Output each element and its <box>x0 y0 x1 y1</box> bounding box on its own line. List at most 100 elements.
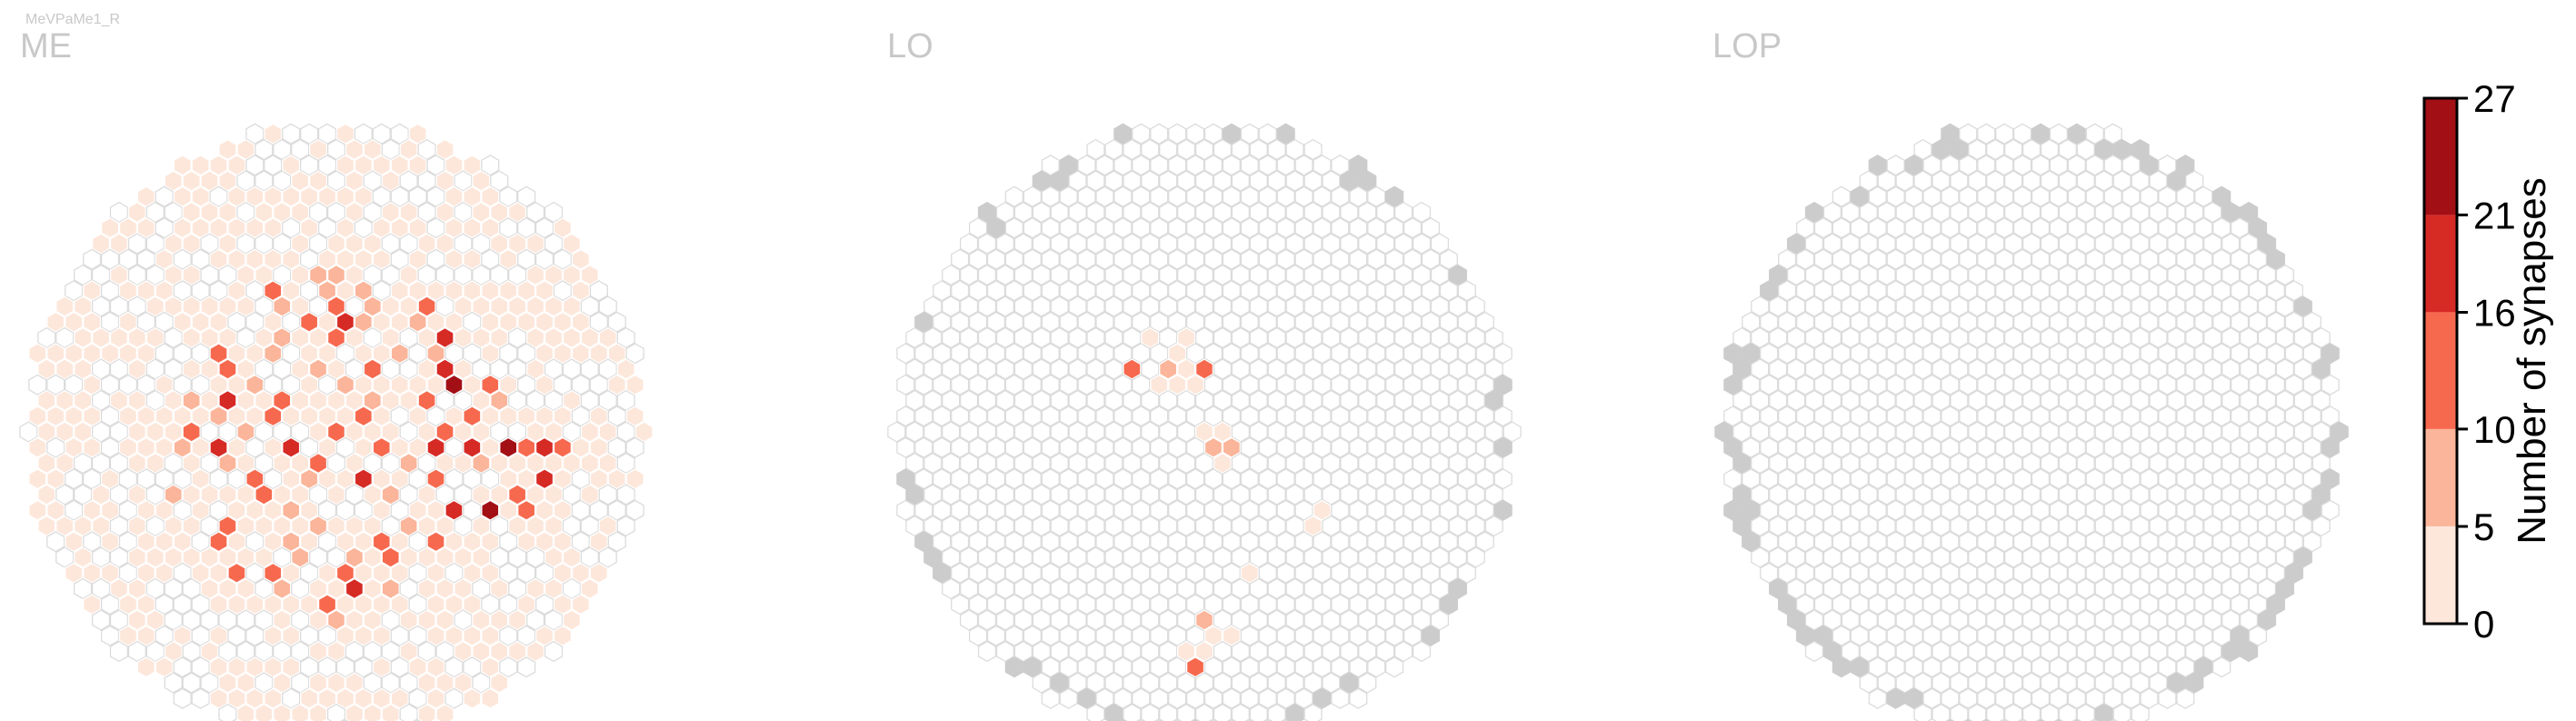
hex-cell <box>1032 640 1051 663</box>
hex-cell <box>2158 406 2177 427</box>
hex-cell <box>300 656 319 678</box>
hex-cell <box>1104 640 1123 663</box>
hex-cell <box>1104 672 1123 694</box>
hex-cell <box>227 594 246 616</box>
hex-cell <box>1185 594 1205 616</box>
hex-cell <box>526 515 545 537</box>
hex-cell <box>2012 468 2032 490</box>
hex-cell <box>1313 531 1332 553</box>
hex-cell <box>499 280 518 302</box>
hex-cell <box>344 703 364 721</box>
hex-cell <box>1041 217 1060 239</box>
hex-cell <box>1932 358 1951 380</box>
hex-cell <box>625 468 644 490</box>
hex-cell <box>1421 468 1441 490</box>
hex-cell <box>1276 499 1295 521</box>
hex-cell <box>390 436 409 458</box>
hex-cell <box>2185 170 2204 192</box>
hex-cell <box>1986 703 2005 721</box>
hex-cell <box>1412 484 1432 506</box>
hex-cell <box>553 248 573 270</box>
hex-cell <box>1104 138 1123 161</box>
hex-cell <box>2167 515 2186 537</box>
hex-cell <box>182 201 201 224</box>
hex-cell <box>273 546 292 568</box>
hex-cell <box>1466 484 1485 506</box>
hex-cell <box>282 436 301 458</box>
hex-cell <box>136 468 155 490</box>
hex-cell <box>1959 185 1978 207</box>
hex-cell <box>1032 577 1051 600</box>
hex-cell <box>1941 499 1960 521</box>
hex-cell <box>136 625 155 646</box>
hex-cell <box>2022 672 2042 694</box>
hex-cell <box>2040 421 2060 443</box>
hex-cell <box>1132 656 1151 678</box>
hex-cell <box>1086 326 1105 349</box>
hex-cell <box>2022 546 2042 568</box>
hex-cell <box>1086 295 1105 317</box>
hex-cell <box>924 295 943 317</box>
hex-cell <box>191 155 210 176</box>
hex-cell <box>1050 389 1069 412</box>
hex-cell <box>959 421 979 443</box>
hex-cell <box>1331 562 1350 584</box>
hex-cell <box>1913 703 1932 721</box>
hex-cell <box>2058 640 2077 663</box>
hex-cell <box>2040 358 2060 380</box>
hex-cell <box>2076 264 2095 286</box>
hex-cell <box>1841 295 1860 317</box>
hex-cell <box>2103 280 2122 302</box>
hex-cell <box>2122 499 2141 521</box>
hex-cell <box>1457 499 1476 521</box>
hex-cell <box>1421 217 1441 239</box>
hex-cell <box>1267 170 1286 192</box>
hex-cell <box>218 389 237 412</box>
hex-cell <box>1095 248 1114 270</box>
hex-cell <box>1023 531 1042 553</box>
hex-cell <box>1822 452 1842 475</box>
hex-cell <box>1367 499 1386 521</box>
hex-cell <box>1041 280 1060 302</box>
hex-cell <box>1941 248 1960 270</box>
hex-cell <box>1004 468 1023 490</box>
hex-cell <box>37 421 56 443</box>
hex-cell <box>2239 421 2259 443</box>
hex-cell <box>1385 531 1404 553</box>
hex-cell <box>571 248 590 270</box>
hex-cell <box>1412 640 1432 663</box>
hex-cell <box>2149 264 2168 286</box>
hex-cell <box>2003 170 2023 192</box>
hex-cell <box>2085 374 2104 396</box>
hex-cell <box>1403 531 1423 553</box>
hex-cell <box>1941 436 1960 458</box>
hex-cell <box>1285 264 1304 286</box>
hex-cell <box>2058 389 2077 412</box>
hex-cell <box>335 436 355 458</box>
hex-cell <box>2076 484 2095 506</box>
hex-cell <box>1176 421 1196 443</box>
hex-cell <box>2203 358 2222 380</box>
hex-cell <box>1895 640 1914 663</box>
hex-cell <box>1795 436 1815 458</box>
hex-cell <box>1068 452 1087 475</box>
hex-cell <box>1968 233 1987 255</box>
hex-cell <box>1877 389 1896 412</box>
hex-cell <box>1466 452 1485 475</box>
hex-cell <box>155 625 174 646</box>
hex-cell <box>1258 499 1277 521</box>
hex-cell <box>1394 515 1413 537</box>
hex-cell <box>499 562 518 584</box>
hex-cell <box>1077 406 1096 427</box>
hex-cell <box>2040 640 2060 663</box>
hex-cell <box>1068 358 1087 380</box>
hex-cell <box>46 406 65 427</box>
hex-cell <box>55 421 75 443</box>
hex-cell <box>1385 499 1404 521</box>
hex-cell <box>896 406 915 427</box>
hex-cell <box>2239 358 2259 380</box>
hex-cell <box>1466 515 1485 537</box>
hex-cell <box>1832 374 1851 396</box>
hex-cell <box>273 389 292 412</box>
hex-cell <box>291 484 310 506</box>
